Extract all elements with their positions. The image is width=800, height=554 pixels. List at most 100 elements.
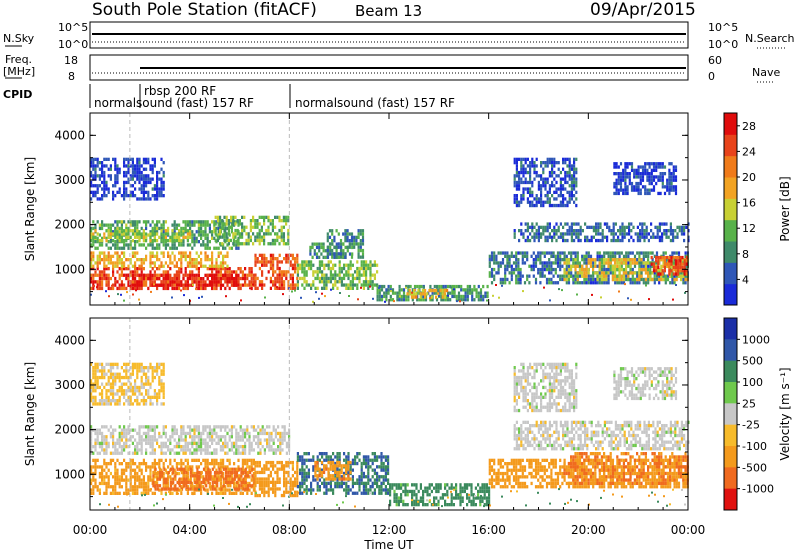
data-cell	[633, 172, 636, 176]
data-cell	[311, 242, 314, 246]
data-cell	[186, 273, 189, 277]
data-cell	[353, 245, 356, 249]
data-cell	[227, 222, 230, 226]
data-cell	[214, 215, 217, 219]
data-cell	[136, 197, 139, 201]
data-cell	[92, 184, 95, 188]
data-cell	[567, 281, 571, 285]
data-cell	[269, 480, 272, 484]
data-cell	[171, 243, 174, 247]
data-cell	[227, 225, 230, 229]
data-cell	[495, 284, 497, 286]
data-cell	[510, 251, 513, 255]
data-cell	[543, 261, 546, 265]
data-cell	[101, 239, 104, 243]
data-cell	[598, 251, 601, 255]
data-cell	[359, 245, 362, 249]
data-cell	[96, 174, 99, 178]
data-cell	[129, 273, 132, 277]
data-cell	[195, 264, 198, 268]
data-cell	[662, 277, 665, 282]
data-cell	[222, 276, 225, 281]
data-cell	[90, 157, 93, 161]
data-cell	[116, 458, 119, 462]
data-cell	[523, 281, 527, 285]
data-cell	[310, 263, 313, 267]
data-cell	[200, 261, 203, 265]
data-cell	[376, 288, 379, 292]
data-cell	[566, 238, 569, 243]
data-cell	[605, 274, 608, 278]
data-cell	[153, 280, 156, 284]
data-cell	[215, 267, 218, 271]
data-cell	[206, 246, 209, 250]
data-cell	[572, 277, 575, 282]
data-cell	[223, 222, 226, 226]
data-cell	[545, 281, 549, 285]
data-cell	[96, 273, 99, 277]
data-cell	[316, 273, 319, 277]
data-cell	[278, 460, 281, 465]
data-cell	[200, 470, 203, 475]
data-cell	[131, 485, 134, 489]
data-cell	[276, 238, 279, 243]
data-cell	[145, 220, 148, 224]
data-cell	[310, 266, 313, 271]
data-cell	[553, 177, 556, 181]
data-cell	[140, 471, 143, 476]
data-cell	[254, 225, 257, 229]
data-cell	[218, 467, 221, 471]
data-cell	[683, 272, 686, 276]
data-cell	[637, 191, 640, 196]
data-cell	[258, 487, 261, 491]
data-cell	[98, 270, 101, 274]
data-cell	[647, 251, 650, 255]
data-cell	[153, 276, 156, 281]
data-cell	[149, 232, 152, 236]
data-cell	[671, 274, 674, 278]
data-cell	[316, 458, 319, 462]
data-cell	[337, 232, 340, 236]
data-cell	[622, 277, 625, 282]
data-cell	[312, 273, 315, 277]
data-cell	[189, 477, 192, 481]
data-cell	[200, 220, 203, 224]
data-cell	[321, 260, 324, 264]
data-cell	[263, 487, 266, 491]
data-cell	[120, 475, 123, 479]
data-cell	[661, 185, 664, 189]
data-cell	[103, 468, 106, 472]
data-cell	[244, 480, 247, 485]
data-cell	[460, 288, 463, 292]
data-cell	[666, 255, 669, 260]
data-cell	[237, 267, 240, 271]
data-cell	[296, 276, 299, 281]
data-cell	[112, 157, 115, 161]
data-cell	[624, 168, 627, 172]
data-cell	[158, 283, 161, 287]
data-cell	[173, 232, 176, 236]
data-cell	[424, 298, 428, 302]
data-cell	[622, 268, 625, 272]
data-cell	[587, 258, 590, 262]
data-cell	[513, 184, 516, 188]
data-cell	[167, 239, 170, 243]
data-cell	[142, 273, 145, 277]
data-cell	[540, 225, 543, 229]
data-cell	[123, 184, 126, 188]
data-cell	[94, 223, 97, 227]
data-cell	[103, 180, 106, 185]
data-cell	[584, 238, 587, 243]
data-cell	[617, 229, 620, 233]
data-cell	[249, 484, 252, 488]
data-cell	[219, 267, 222, 271]
data-cell	[326, 232, 329, 236]
data-cell	[315, 245, 319, 250]
data-cell	[127, 465, 130, 469]
data-cell	[189, 276, 192, 281]
data-cell	[101, 465, 104, 469]
data-cell	[312, 283, 315, 287]
data-cell	[529, 232, 532, 236]
data-cell	[224, 467, 228, 471]
data-cell	[475, 294, 478, 299]
